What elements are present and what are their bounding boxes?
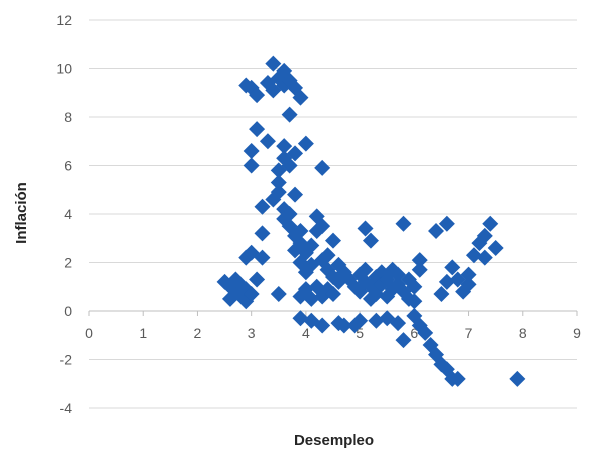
data-point <box>428 222 445 239</box>
data-point <box>319 247 336 264</box>
data-point <box>254 198 271 215</box>
data-point <box>243 142 260 159</box>
data-points <box>216 55 526 387</box>
y-tick-label: 8 <box>64 109 72 125</box>
data-point <box>287 186 304 203</box>
data-point <box>243 157 260 174</box>
x-tick-label: 6 <box>410 325 418 341</box>
data-point <box>357 220 374 237</box>
data-point <box>362 232 379 249</box>
data-point <box>487 239 504 256</box>
data-point <box>406 293 423 310</box>
data-point <box>368 312 385 329</box>
x-axis-title: Desempleo <box>294 432 374 449</box>
y-tick-label: 2 <box>64 255 72 271</box>
data-point <box>476 227 493 244</box>
data-point <box>259 133 276 150</box>
data-point <box>254 225 271 242</box>
gridlines <box>89 19 577 409</box>
y-axis-title: Inflación <box>13 182 30 244</box>
x-tick-labels: 0 1 2 3 4 5 6 7 8 9 <box>85 325 581 341</box>
data-point <box>335 317 352 334</box>
data-point <box>270 184 287 201</box>
data-point <box>249 121 266 138</box>
y-tick-label: 12 <box>56 12 72 28</box>
data-point <box>417 324 434 341</box>
data-point <box>281 106 298 123</box>
data-point <box>460 266 477 283</box>
data-point <box>270 174 287 191</box>
data-point <box>438 273 455 290</box>
data-point <box>390 315 407 332</box>
y-tick-label: 4 <box>64 206 72 222</box>
data-point <box>449 370 466 387</box>
data-point <box>281 206 298 222</box>
data-point <box>281 157 298 174</box>
data-point <box>303 290 320 307</box>
y-tick-label: -2 <box>60 352 73 368</box>
x-tick-label: 7 <box>465 325 473 341</box>
data-point <box>411 252 428 269</box>
data-point <box>276 138 293 155</box>
data-point <box>476 249 493 266</box>
data-point <box>352 312 369 329</box>
data-point <box>314 159 331 176</box>
data-point <box>395 332 412 349</box>
data-point <box>254 249 271 266</box>
data-point <box>270 286 287 303</box>
data-point <box>357 261 374 278</box>
data-point <box>292 89 309 106</box>
data-point <box>325 286 341 303</box>
y-tick-labels: -4 -2 0 2 4 6 8 10 12 <box>56 12 72 416</box>
data-point <box>433 286 450 303</box>
y-tick-label: 6 <box>64 158 72 174</box>
data-point <box>395 215 412 232</box>
x-tick-label: 9 <box>573 325 581 341</box>
data-point <box>314 218 331 235</box>
data-point <box>325 232 341 249</box>
y-tick-label: 10 <box>56 61 72 77</box>
data-point <box>292 310 309 327</box>
data-point <box>314 317 331 334</box>
y-tick-label: 0 <box>64 303 72 319</box>
data-point <box>406 278 423 295</box>
data-point <box>411 261 428 278</box>
data-point <box>438 215 455 232</box>
x-tick-label: 8 <box>519 325 527 341</box>
axes <box>88 310 578 316</box>
data-point <box>249 271 266 288</box>
x-tick-label: 3 <box>248 325 256 341</box>
data-point <box>265 55 282 72</box>
data-point <box>303 237 320 254</box>
x-tick-label: 2 <box>194 325 202 341</box>
data-point <box>292 222 309 239</box>
data-point <box>482 215 499 232</box>
data-point <box>243 286 260 303</box>
data-point <box>287 242 304 259</box>
data-point <box>460 276 477 293</box>
data-point <box>509 370 526 387</box>
data-point <box>287 145 304 162</box>
data-point <box>297 135 314 152</box>
data-point <box>249 87 266 104</box>
data-point <box>444 259 461 276</box>
x-tick-label: 1 <box>139 325 147 341</box>
y-tick-label: -4 <box>60 400 73 416</box>
data-point <box>465 247 482 264</box>
x-tick-label: 4 <box>302 325 310 341</box>
x-tick-label: 5 <box>356 325 364 341</box>
x-tick-label: 0 <box>85 325 93 341</box>
